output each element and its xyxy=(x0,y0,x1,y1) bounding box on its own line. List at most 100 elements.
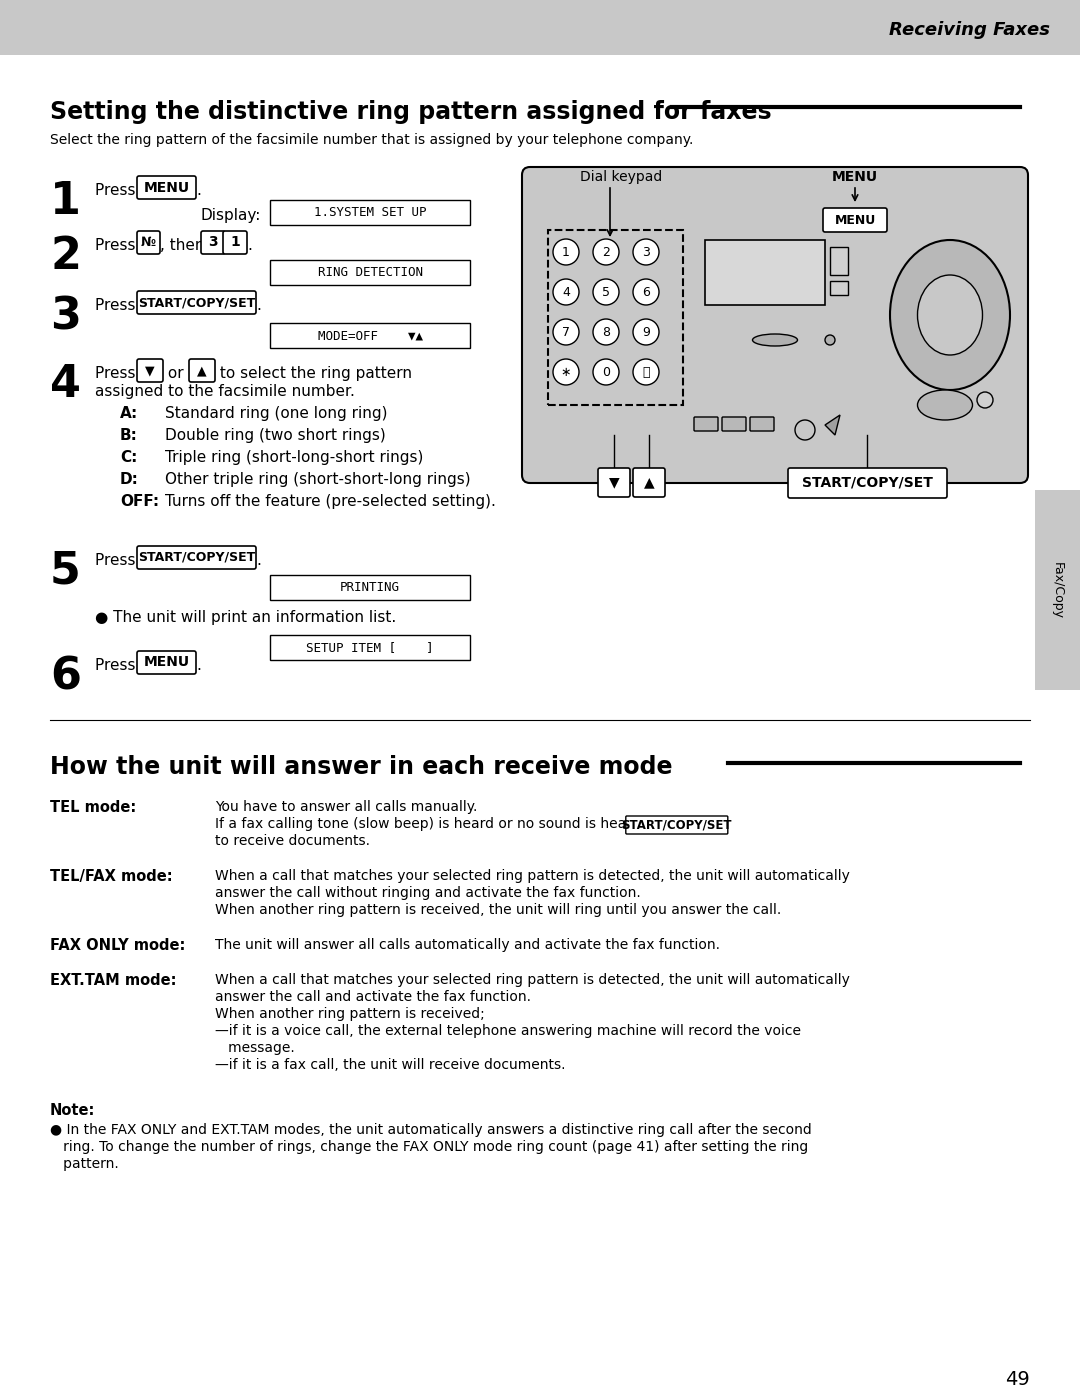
Text: 7: 7 xyxy=(562,326,570,338)
FancyBboxPatch shape xyxy=(522,168,1028,483)
Text: 6: 6 xyxy=(643,285,650,299)
FancyBboxPatch shape xyxy=(625,816,728,834)
FancyBboxPatch shape xyxy=(137,359,163,381)
Text: MENU: MENU xyxy=(835,214,876,226)
Text: Press: Press xyxy=(95,366,140,381)
Text: 3: 3 xyxy=(643,246,650,258)
Text: MENU: MENU xyxy=(144,655,190,669)
Circle shape xyxy=(633,319,659,345)
FancyBboxPatch shape xyxy=(137,176,195,198)
Text: Double ring (two short rings): Double ring (two short rings) xyxy=(165,427,386,443)
Text: PRINTING: PRINTING xyxy=(340,581,400,594)
Circle shape xyxy=(633,359,659,386)
Text: Setting the distinctive ring pattern assigned for faxes: Setting the distinctive ring pattern ass… xyxy=(50,101,771,124)
Text: When another ring pattern is received;: When another ring pattern is received; xyxy=(215,1007,485,1021)
Text: If a fax calling tone (slow beep) is heard or no sound is heard, press: If a fax calling tone (slow beep) is hea… xyxy=(215,817,691,831)
Text: RING DETECTION: RING DETECTION xyxy=(318,265,422,279)
Text: 6: 6 xyxy=(50,655,81,698)
Text: ▲: ▲ xyxy=(644,475,654,489)
Text: .: . xyxy=(247,237,252,253)
Text: Select the ring pattern of the facsimile number that is assigned by your telepho: Select the ring pattern of the facsimile… xyxy=(50,133,693,147)
Text: Turns off the feature (pre-selected setting).: Turns off the feature (pre-selected sett… xyxy=(165,495,496,509)
Text: —if it is a voice call, the external telephone answering machine will record the: —if it is a voice call, the external tel… xyxy=(215,1024,801,1038)
Ellipse shape xyxy=(890,240,1010,390)
Text: 1: 1 xyxy=(562,246,570,258)
Text: 1: 1 xyxy=(230,236,240,250)
Text: ring. To change the number of rings, change the FAX ONLY mode ring count (page 4: ring. To change the number of rings, cha… xyxy=(50,1140,808,1154)
Bar xyxy=(270,260,470,285)
Text: Display:: Display: xyxy=(200,208,260,224)
Text: ● In the FAX ONLY and EXT.TAM modes, the unit automatically answers a distinctiv: ● In the FAX ONLY and EXT.TAM modes, the… xyxy=(50,1123,812,1137)
Text: Press: Press xyxy=(95,237,140,253)
Text: EXT.TAM mode:: EXT.TAM mode: xyxy=(50,972,176,988)
Text: .: . xyxy=(195,658,201,673)
FancyBboxPatch shape xyxy=(137,291,256,314)
Text: Note:: Note: xyxy=(50,1104,95,1118)
Circle shape xyxy=(553,319,579,345)
Text: The unit will answer all calls automatically and activate the fax function.: The unit will answer all calls automatic… xyxy=(215,937,720,951)
Text: Receiving Faxes: Receiving Faxes xyxy=(889,21,1050,39)
Circle shape xyxy=(553,279,579,305)
Text: D:: D: xyxy=(120,472,139,488)
Text: pattern.: pattern. xyxy=(50,1157,119,1171)
Bar xyxy=(1035,490,1080,690)
Polygon shape xyxy=(825,415,840,434)
Text: ▲: ▲ xyxy=(198,365,206,377)
Text: B:: B: xyxy=(120,427,138,443)
Text: to select the ring pattern: to select the ring pattern xyxy=(215,366,411,381)
Text: Other triple ring (short-short-long rings): Other triple ring (short-short-long ring… xyxy=(165,472,471,488)
Circle shape xyxy=(977,393,993,408)
Bar xyxy=(705,240,825,305)
Text: When a call that matches your selected ring pattern is detected, the unit will a: When a call that matches your selected r… xyxy=(215,869,850,883)
Text: ▼: ▼ xyxy=(609,475,619,489)
Text: 3: 3 xyxy=(208,236,218,250)
Circle shape xyxy=(593,279,619,305)
Bar xyxy=(270,576,470,599)
Circle shape xyxy=(633,239,659,265)
Text: MENU: MENU xyxy=(144,180,190,194)
Text: START/COPY/SET: START/COPY/SET xyxy=(802,476,933,490)
Text: answer the call and activate the fax function.: answer the call and activate the fax fun… xyxy=(215,990,531,1004)
Ellipse shape xyxy=(918,390,972,420)
Bar xyxy=(831,247,848,275)
Circle shape xyxy=(593,359,619,386)
Text: 4: 4 xyxy=(50,363,81,407)
Text: assigned to the facsimile number.: assigned to the facsimile number. xyxy=(95,384,355,400)
Bar xyxy=(270,323,470,348)
Text: Press: Press xyxy=(95,183,140,198)
Text: C:: C: xyxy=(120,450,137,465)
Text: to receive documents.: to receive documents. xyxy=(215,834,370,848)
Text: 9: 9 xyxy=(643,326,650,338)
Text: MENU: MENU xyxy=(832,170,878,184)
FancyBboxPatch shape xyxy=(823,208,887,232)
Text: MODE=OFF    ▼▲: MODE=OFF ▼▲ xyxy=(318,330,422,342)
Text: OFF:: OFF: xyxy=(120,495,159,509)
Bar xyxy=(831,281,848,295)
Text: When a call that matches your selected ring pattern is detected, the unit will a: When a call that matches your selected r… xyxy=(215,972,850,988)
FancyBboxPatch shape xyxy=(750,416,774,432)
Text: 0: 0 xyxy=(602,366,610,379)
FancyBboxPatch shape xyxy=(694,416,718,432)
Text: .: . xyxy=(256,298,261,313)
Text: You have to answer all calls manually.: You have to answer all calls manually. xyxy=(215,800,477,814)
Text: Dial keypad: Dial keypad xyxy=(580,170,662,184)
Text: .: . xyxy=(256,553,261,569)
Text: 3: 3 xyxy=(50,295,81,338)
Bar xyxy=(548,231,683,405)
Circle shape xyxy=(593,319,619,345)
Text: ∗: ∗ xyxy=(561,366,571,379)
Text: message.: message. xyxy=(215,1041,295,1055)
Text: Standard ring (one long ring): Standard ring (one long ring) xyxy=(165,407,388,420)
Text: 1.SYSTEM SET UP: 1.SYSTEM SET UP xyxy=(314,205,427,219)
Text: START/COPY/SET: START/COPY/SET xyxy=(138,296,255,309)
Text: TEL/FAX mode:: TEL/FAX mode: xyxy=(50,869,173,884)
Text: Triple ring (short-long-short rings): Triple ring (short-long-short rings) xyxy=(165,450,423,465)
Ellipse shape xyxy=(918,275,983,355)
Text: 5: 5 xyxy=(602,285,610,299)
FancyBboxPatch shape xyxy=(201,231,225,254)
Text: —if it is a fax call, the unit will receive documents.: —if it is a fax call, the unit will rece… xyxy=(215,1058,566,1071)
Text: №: № xyxy=(141,236,156,249)
Text: or: or xyxy=(163,366,189,381)
Text: 49: 49 xyxy=(1005,1370,1030,1389)
Text: Press: Press xyxy=(95,553,140,569)
